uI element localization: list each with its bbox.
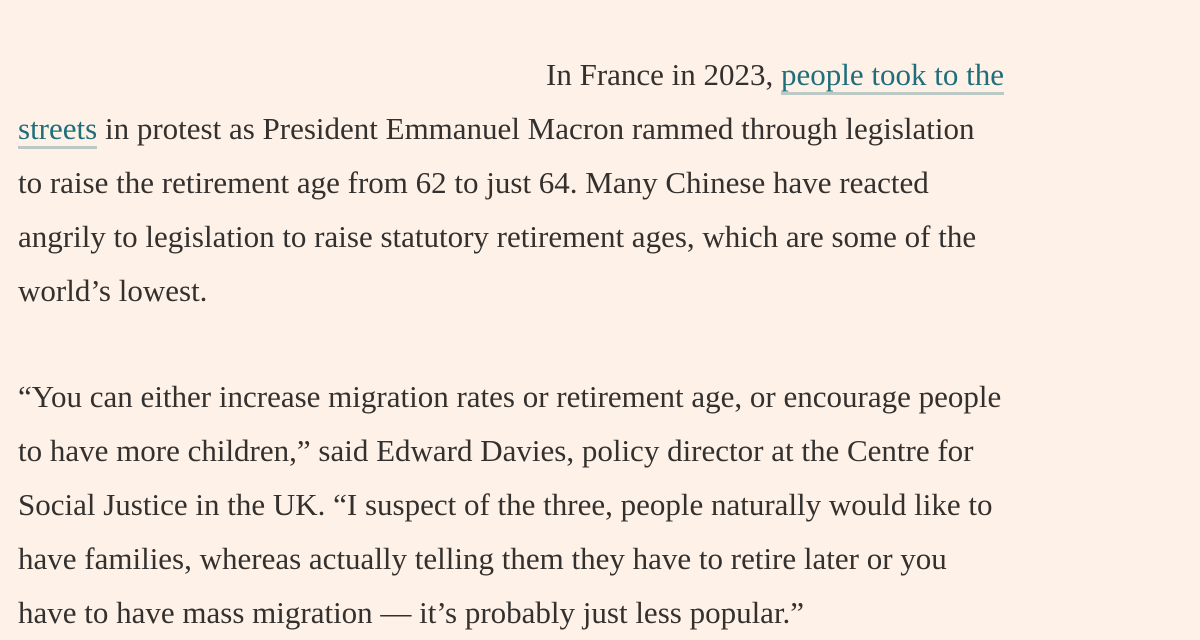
paragraph-text-line: to have more children,” said Edward Davi… <box>18 433 974 468</box>
people-took-to-the-streets-link-continued[interactable]: streets <box>18 111 98 149</box>
paragraph-text-line: have families, whereas actually telling … <box>18 541 947 576</box>
paragraph-text-line: world’s lowest. <box>18 273 208 308</box>
people-took-to-the-streets-link[interactable]: people took to the <box>781 57 1005 95</box>
paragraph-text-line: angrily to legislation to raise statutor… <box>18 219 977 254</box>
article-body: In France in 2023, people took to the st… <box>18 48 1188 640</box>
paragraph-text-line: have to have mass migration — it’s proba… <box>18 595 805 630</box>
paragraph-text-line: in protest as President Emmanuel Macron … <box>97 111 975 146</box>
paragraph-france-protests: In France in 2023, people took to the st… <box>18 48 1188 318</box>
paragraph-text-line: Social Justice in the UK. “I suspect of … <box>18 487 993 522</box>
paragraph-text-line: to raise the retirement age from 62 to j… <box>18 165 929 200</box>
paragraph-lead-text: In France in 2023, <box>546 57 782 92</box>
paragraph-davies-quote: “You can either increase migration rates… <box>18 370 1188 640</box>
paragraph-text-line: “You can either increase migration rates… <box>18 379 1002 414</box>
